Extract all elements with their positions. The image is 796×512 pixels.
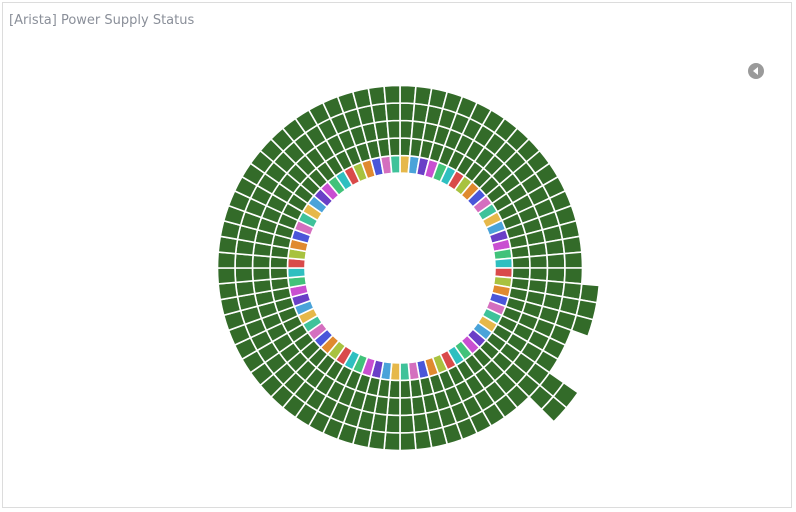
sunburst-segment[interactable] xyxy=(544,238,566,257)
sunburst-segment[interactable] xyxy=(384,414,401,434)
sunburst-segment[interactable] xyxy=(269,267,289,281)
sunburst-inner-segment[interactable] xyxy=(493,257,514,269)
sunburst-segment[interactable] xyxy=(234,279,256,298)
sunburst-segment[interactable] xyxy=(546,252,566,269)
sunburst-inner-segment[interactable] xyxy=(399,361,411,382)
sunburst-segment[interactable] xyxy=(234,252,254,269)
sunburst-segment[interactable] xyxy=(399,431,417,452)
sunburst-segment[interactable] xyxy=(528,254,549,269)
sunburst-segment[interactable] xyxy=(383,431,401,452)
sunburst-segment[interactable] xyxy=(370,102,389,124)
sunburst-segment[interactable] xyxy=(234,267,254,284)
sunburst-segment[interactable] xyxy=(384,102,401,122)
sunburst-segment[interactable] xyxy=(410,395,427,416)
sunburst-segment[interactable] xyxy=(399,102,416,122)
sunburst-segment[interactable] xyxy=(251,267,272,282)
chevron-left-icon[interactable] xyxy=(748,63,764,79)
sunburst-segment[interactable] xyxy=(383,84,401,105)
sunburst-segment[interactable] xyxy=(563,267,584,285)
sunburst-segment[interactable] xyxy=(563,251,584,269)
sunburst-segment[interactable] xyxy=(413,429,433,451)
sunburst-segment[interactable] xyxy=(411,412,430,434)
sunburst-segment[interactable] xyxy=(216,251,237,269)
sunburst-segment[interactable] xyxy=(387,137,401,157)
sunburst-segment[interactable] xyxy=(367,85,387,107)
sunburst-segment[interactable] xyxy=(399,414,416,434)
sunburst-segment[interactable] xyxy=(561,235,583,255)
sunburst-segment[interactable] xyxy=(373,120,390,141)
sunburst-segment[interactable] xyxy=(386,119,401,140)
sunburst-segment[interactable] xyxy=(399,84,417,105)
sunburst-segment[interactable] xyxy=(399,379,413,399)
sunburst-outer-segment[interactable] xyxy=(540,395,568,423)
sunburst-segment[interactable] xyxy=(527,241,548,258)
sunburst-segment[interactable] xyxy=(252,278,273,295)
sunburst-segment[interactable] xyxy=(399,396,414,417)
sunburst-segment[interactable] xyxy=(216,267,237,285)
sunburst-segment[interactable] xyxy=(217,281,239,301)
sunburst-segment[interactable] xyxy=(546,267,566,284)
sunburst-inner-segment[interactable] xyxy=(286,267,307,279)
sunburst-inner-segment[interactable] xyxy=(389,154,401,175)
sunburst-outer-segment[interactable] xyxy=(570,314,595,338)
panel-title: [Arista] Power Supply Status xyxy=(9,13,195,28)
sunburst-segment[interactable] xyxy=(511,255,531,269)
